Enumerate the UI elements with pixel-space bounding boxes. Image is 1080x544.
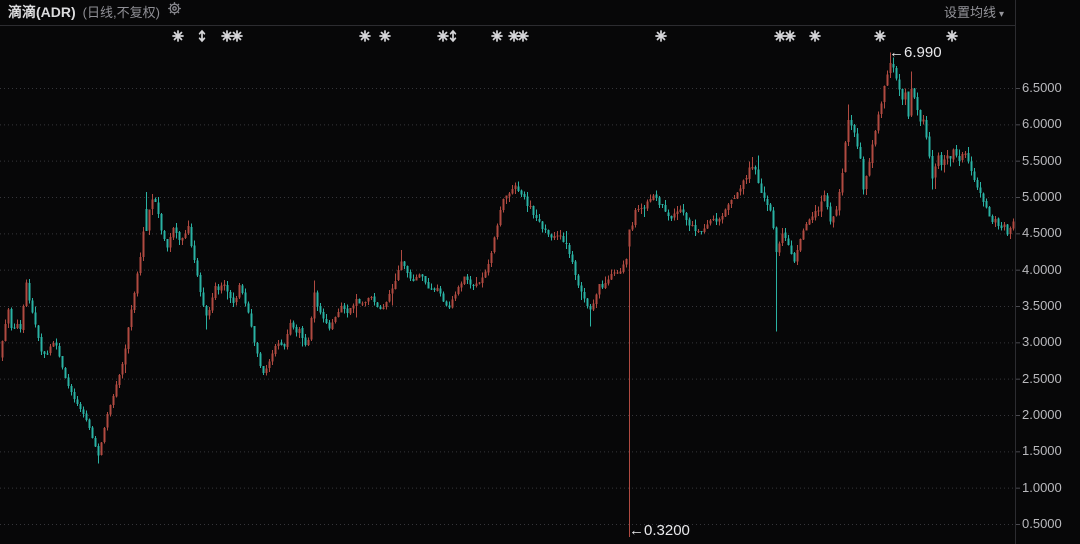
- star-marker-icon[interactable]: [379, 30, 391, 42]
- star-marker-icon[interactable]: [874, 30, 886, 42]
- chart-mode-label: (日线,不复权): [82, 5, 160, 20]
- star-marker-icon[interactable]: [946, 30, 958, 42]
- gear-icon[interactable]: [167, 0, 182, 24]
- star-marker-icon[interactable]: [231, 30, 243, 42]
- star-marker-icon[interactable]: [172, 30, 184, 42]
- chevron-down-icon: ▾: [998, 9, 1004, 20]
- ma-settings-label: 设置均线: [943, 5, 996, 20]
- star-marker-icon[interactable]: [784, 30, 796, 42]
- star-marker-icon[interactable]: [359, 30, 371, 42]
- star-marker-icon[interactable]: [655, 30, 667, 42]
- arrow-marker-icon[interactable]: [198, 29, 206, 43]
- chart-header: 滴滴(ADR) (日线,不复权): [0, 0, 1015, 26]
- star-marker-icon[interactable]: [221, 30, 233, 42]
- star-marker-icon[interactable]: [517, 30, 529, 42]
- star-marker-icon[interactable]: [809, 30, 821, 42]
- star-marker-icon[interactable]: [437, 30, 449, 42]
- ma-settings-button[interactable]: 设置均线 ▾: [944, 0, 1004, 25]
- star-marker-icon[interactable]: [491, 30, 503, 42]
- symbol-title: 滴滴(ADR): [8, 4, 76, 20]
- star-marker-icon[interactable]: [508, 30, 520, 42]
- arrow-marker-icon[interactable]: [449, 29, 457, 43]
- axis-separator: [1015, 0, 1016, 544]
- star-marker-icon[interactable]: [774, 30, 786, 42]
